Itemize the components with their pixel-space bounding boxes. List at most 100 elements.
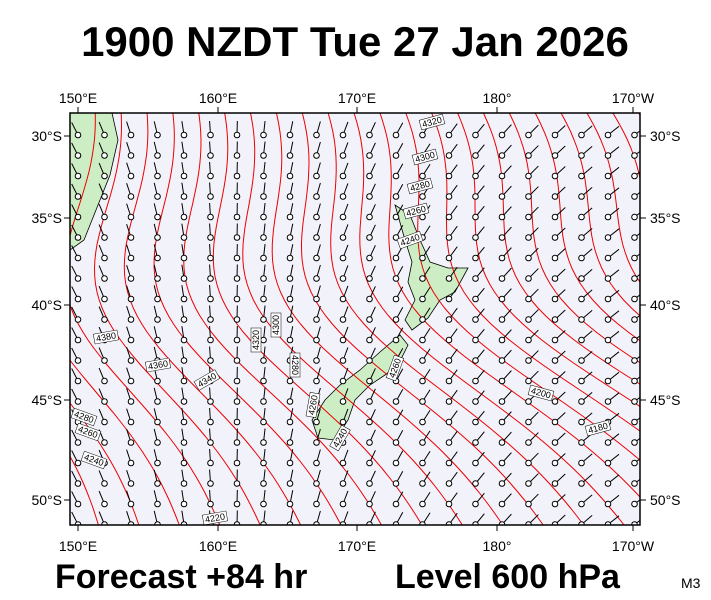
- barb-station: [339, 275, 347, 282]
- barb-station: [472, 193, 479, 200]
- australia: [70, 113, 119, 251]
- barb-station: [631, 234, 638, 241]
- barb-station: [419, 439, 426, 446]
- contour-label-box: [289, 352, 301, 378]
- title: 1900 NZDT Tue 27 Jan 2026: [81, 18, 629, 65]
- barb-station: [366, 377, 373, 385]
- lon-label: 160°E: [199, 538, 237, 554]
- barb-station: [604, 480, 612, 487]
- barb-station: [445, 439, 453, 446]
- lon-label: 170°W: [612, 90, 655, 106]
- barb-station: [525, 131, 532, 139]
- barb-station: [260, 439, 267, 446]
- barb-station: [419, 377, 426, 385]
- barb-station: [313, 131, 320, 139]
- barb-station: [74, 316, 82, 323]
- barb-station: [445, 316, 453, 323]
- barb-station: [604, 254, 612, 262]
- barb-station: [339, 377, 347, 385]
- barb-station: [472, 234, 479, 241]
- barb-station: [551, 275, 559, 282]
- barb-station: [180, 275, 188, 282]
- barb-station: [604, 193, 612, 200]
- barb-station: [313, 172, 320, 180]
- lat-label: 45°S: [650, 392, 681, 408]
- barb-station: [366, 193, 373, 200]
- barb-station: [366, 398, 373, 405]
- barb-station: [498, 234, 506, 241]
- barb-station: [498, 480, 506, 487]
- barb-station: [339, 152, 347, 159]
- contour-label: 4320: [250, 327, 262, 353]
- barb-station: [339, 398, 347, 405]
- contour-line: [271, 113, 504, 525]
- barb-station: [366, 213, 373, 221]
- barb-station: [366, 418, 373, 426]
- barb-station: [339, 316, 347, 323]
- barb-station: [525, 316, 532, 323]
- contour-label-box: [145, 357, 171, 373]
- barb-station: [154, 213, 161, 221]
- barb-station: [631, 336, 638, 344]
- barb-station: [74, 172, 82, 180]
- barb-station: [313, 480, 320, 487]
- barb-station: [578, 295, 585, 303]
- barb-station: [419, 295, 426, 303]
- barb-station: [578, 480, 585, 487]
- barb-station: [286, 152, 294, 159]
- barb-station: [419, 193, 426, 200]
- barb-station: [260, 172, 267, 180]
- barb-station: [472, 357, 479, 364]
- lon-label: 180°: [483, 90, 512, 106]
- barb-station: [286, 439, 294, 446]
- barb-station: [339, 213, 347, 221]
- barb-station: [74, 234, 82, 241]
- barb-station: [286, 480, 294, 487]
- barb-station: [366, 500, 373, 508]
- barb-station: [498, 459, 506, 467]
- contour-label-text: 4300: [271, 315, 281, 335]
- barb-station: [313, 295, 320, 303]
- contour-label: 4300: [270, 312, 282, 338]
- barb-station: [207, 254, 214, 262]
- barb-station: [498, 193, 506, 200]
- barb-station: [472, 213, 479, 221]
- barb-station: [180, 377, 188, 385]
- contour-line: [123, 113, 302, 525]
- contour-label: 4360: [145, 357, 171, 373]
- barb-station: [472, 377, 479, 385]
- barb-station: [604, 172, 612, 180]
- barb-station: [74, 254, 82, 262]
- barb-station: [498, 357, 506, 364]
- contour-label: 4180: [584, 419, 612, 437]
- barb-station: [180, 480, 188, 487]
- contour-line: [70, 455, 99, 525]
- barb-station: [578, 172, 585, 180]
- contour-label-box: [74, 422, 102, 442]
- barb-station: [154, 254, 161, 262]
- barb-station: [207, 439, 214, 446]
- contour-label: 4380: [93, 329, 119, 345]
- barb-station: [551, 254, 559, 262]
- barb-station: [525, 439, 532, 446]
- barb-station: [339, 336, 347, 344]
- barb-station: [498, 254, 506, 262]
- barb-station: [366, 295, 373, 303]
- lon-label: 170°W: [612, 538, 655, 554]
- barb-station: [604, 336, 612, 344]
- barb-station: [551, 295, 559, 303]
- barb-station: [525, 459, 532, 467]
- barb-station: [286, 172, 294, 180]
- barb-station: [74, 500, 82, 508]
- lon-label: 150°E: [59, 90, 97, 106]
- barb-station: [313, 213, 320, 221]
- barb-station: [207, 152, 214, 159]
- barb-station: [180, 254, 188, 262]
- barb-station: [551, 172, 559, 180]
- contour-label-box: [202, 510, 228, 525]
- barb-station: [392, 295, 400, 303]
- contour-label: 4320: [418, 113, 446, 131]
- barb-station: [127, 213, 135, 221]
- barb-station: [578, 336, 585, 344]
- barb-station: [260, 398, 267, 405]
